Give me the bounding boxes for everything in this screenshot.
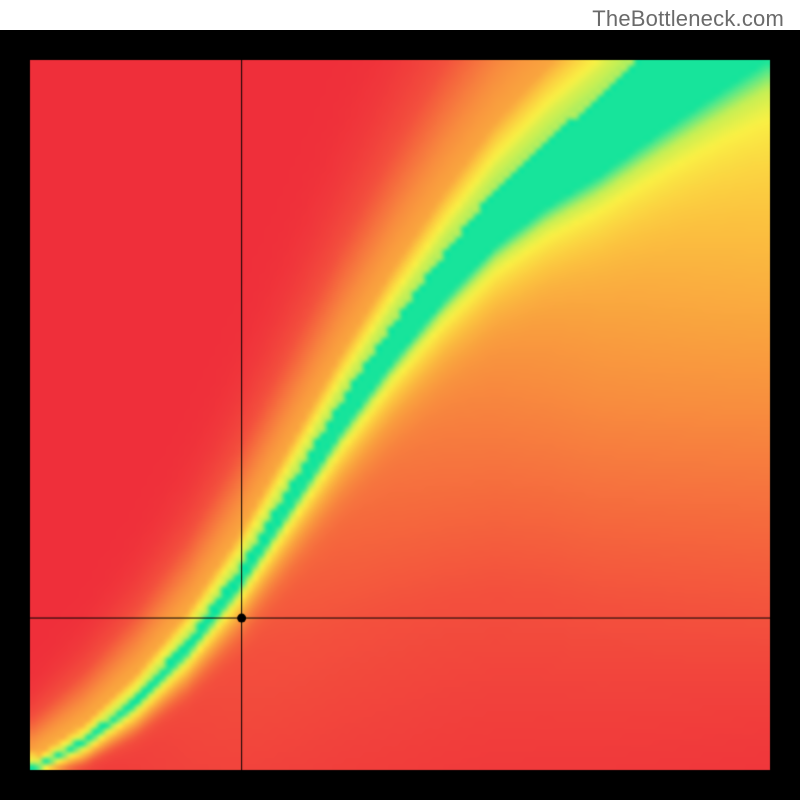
watermark-text: TheBottleneck.com [592,6,784,32]
heatmap-chart [0,30,800,800]
heatmap-canvas [0,30,800,800]
chart-container: TheBottleneck.com [0,0,800,800]
